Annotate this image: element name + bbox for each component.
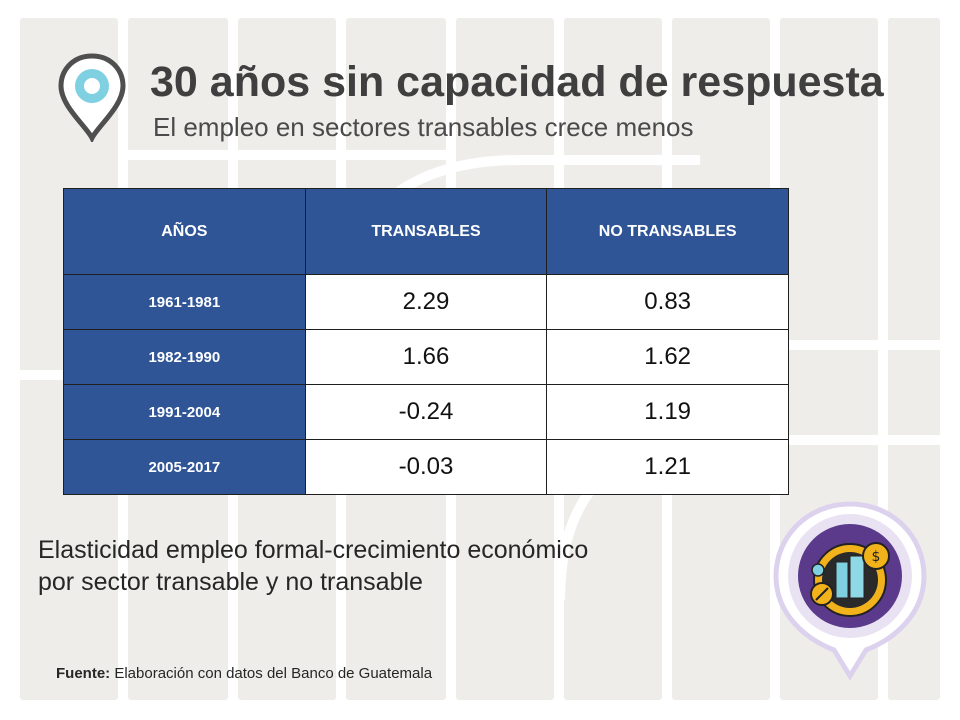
source-note: Fuente: Elaboración con datos del Banco …	[56, 665, 432, 682]
elasticity-table: AÑOS TRANSABLES NO TRANSABLES 1961-1981 …	[63, 188, 789, 495]
row-period: 1982-1990	[63, 329, 306, 385]
page-subtitle: El empleo en sectores transables crece m…	[153, 112, 694, 142]
chart-caption: Elasticidad empleo formal-crecimiento ec…	[38, 534, 588, 598]
economy-badge-icon: $	[773, 501, 927, 680]
source-label: Fuente:	[56, 665, 111, 682]
col-header-tradables: TRANSABLES	[304, 188, 548, 275]
caption-line-2: por sector transable y no transable	[38, 568, 423, 596]
row-non-tradables-value: 1.19	[546, 384, 789, 440]
svg-text:$: $	[872, 549, 881, 565]
page-title: 30 años sin capacidad de respuesta	[150, 58, 884, 106]
row-period: 1961-1981	[63, 274, 306, 330]
row-non-tradables-value: 1.62	[546, 329, 789, 385]
caption-line-1: Elasticidad empleo formal-crecimiento ec…	[38, 536, 589, 564]
col-header-non-tradables: NO TRANSABLES	[546, 188, 789, 275]
table-row: 1982-1990 1.66 1.62	[63, 329, 789, 385]
row-period: 1991-2004	[63, 384, 306, 440]
table-row: 1991-2004 -0.24 1.19	[63, 384, 789, 440]
table-row: 2005-2017 -0.03 1.21	[63, 439, 789, 495]
row-tradables-value: -0.24	[304, 384, 548, 440]
location-pin-icon	[58, 53, 126, 142]
row-tradables-value: 2.29	[304, 274, 548, 330]
table-row: 1961-1981 2.29 0.83	[63, 274, 789, 330]
table-header-row: AÑOS TRANSABLES NO TRANSABLES	[63, 188, 789, 275]
row-non-tradables-value: 1.21	[546, 439, 789, 495]
row-tradables-value: 1.66	[304, 329, 548, 385]
row-period: 2005-2017	[63, 439, 306, 495]
row-non-tradables-value: 0.83	[546, 274, 789, 330]
source-text: Elaboración con datos del Banco de Guate…	[110, 665, 433, 682]
col-header-years: AÑOS	[63, 188, 306, 275]
row-tradables-value: -0.03	[304, 439, 548, 495]
